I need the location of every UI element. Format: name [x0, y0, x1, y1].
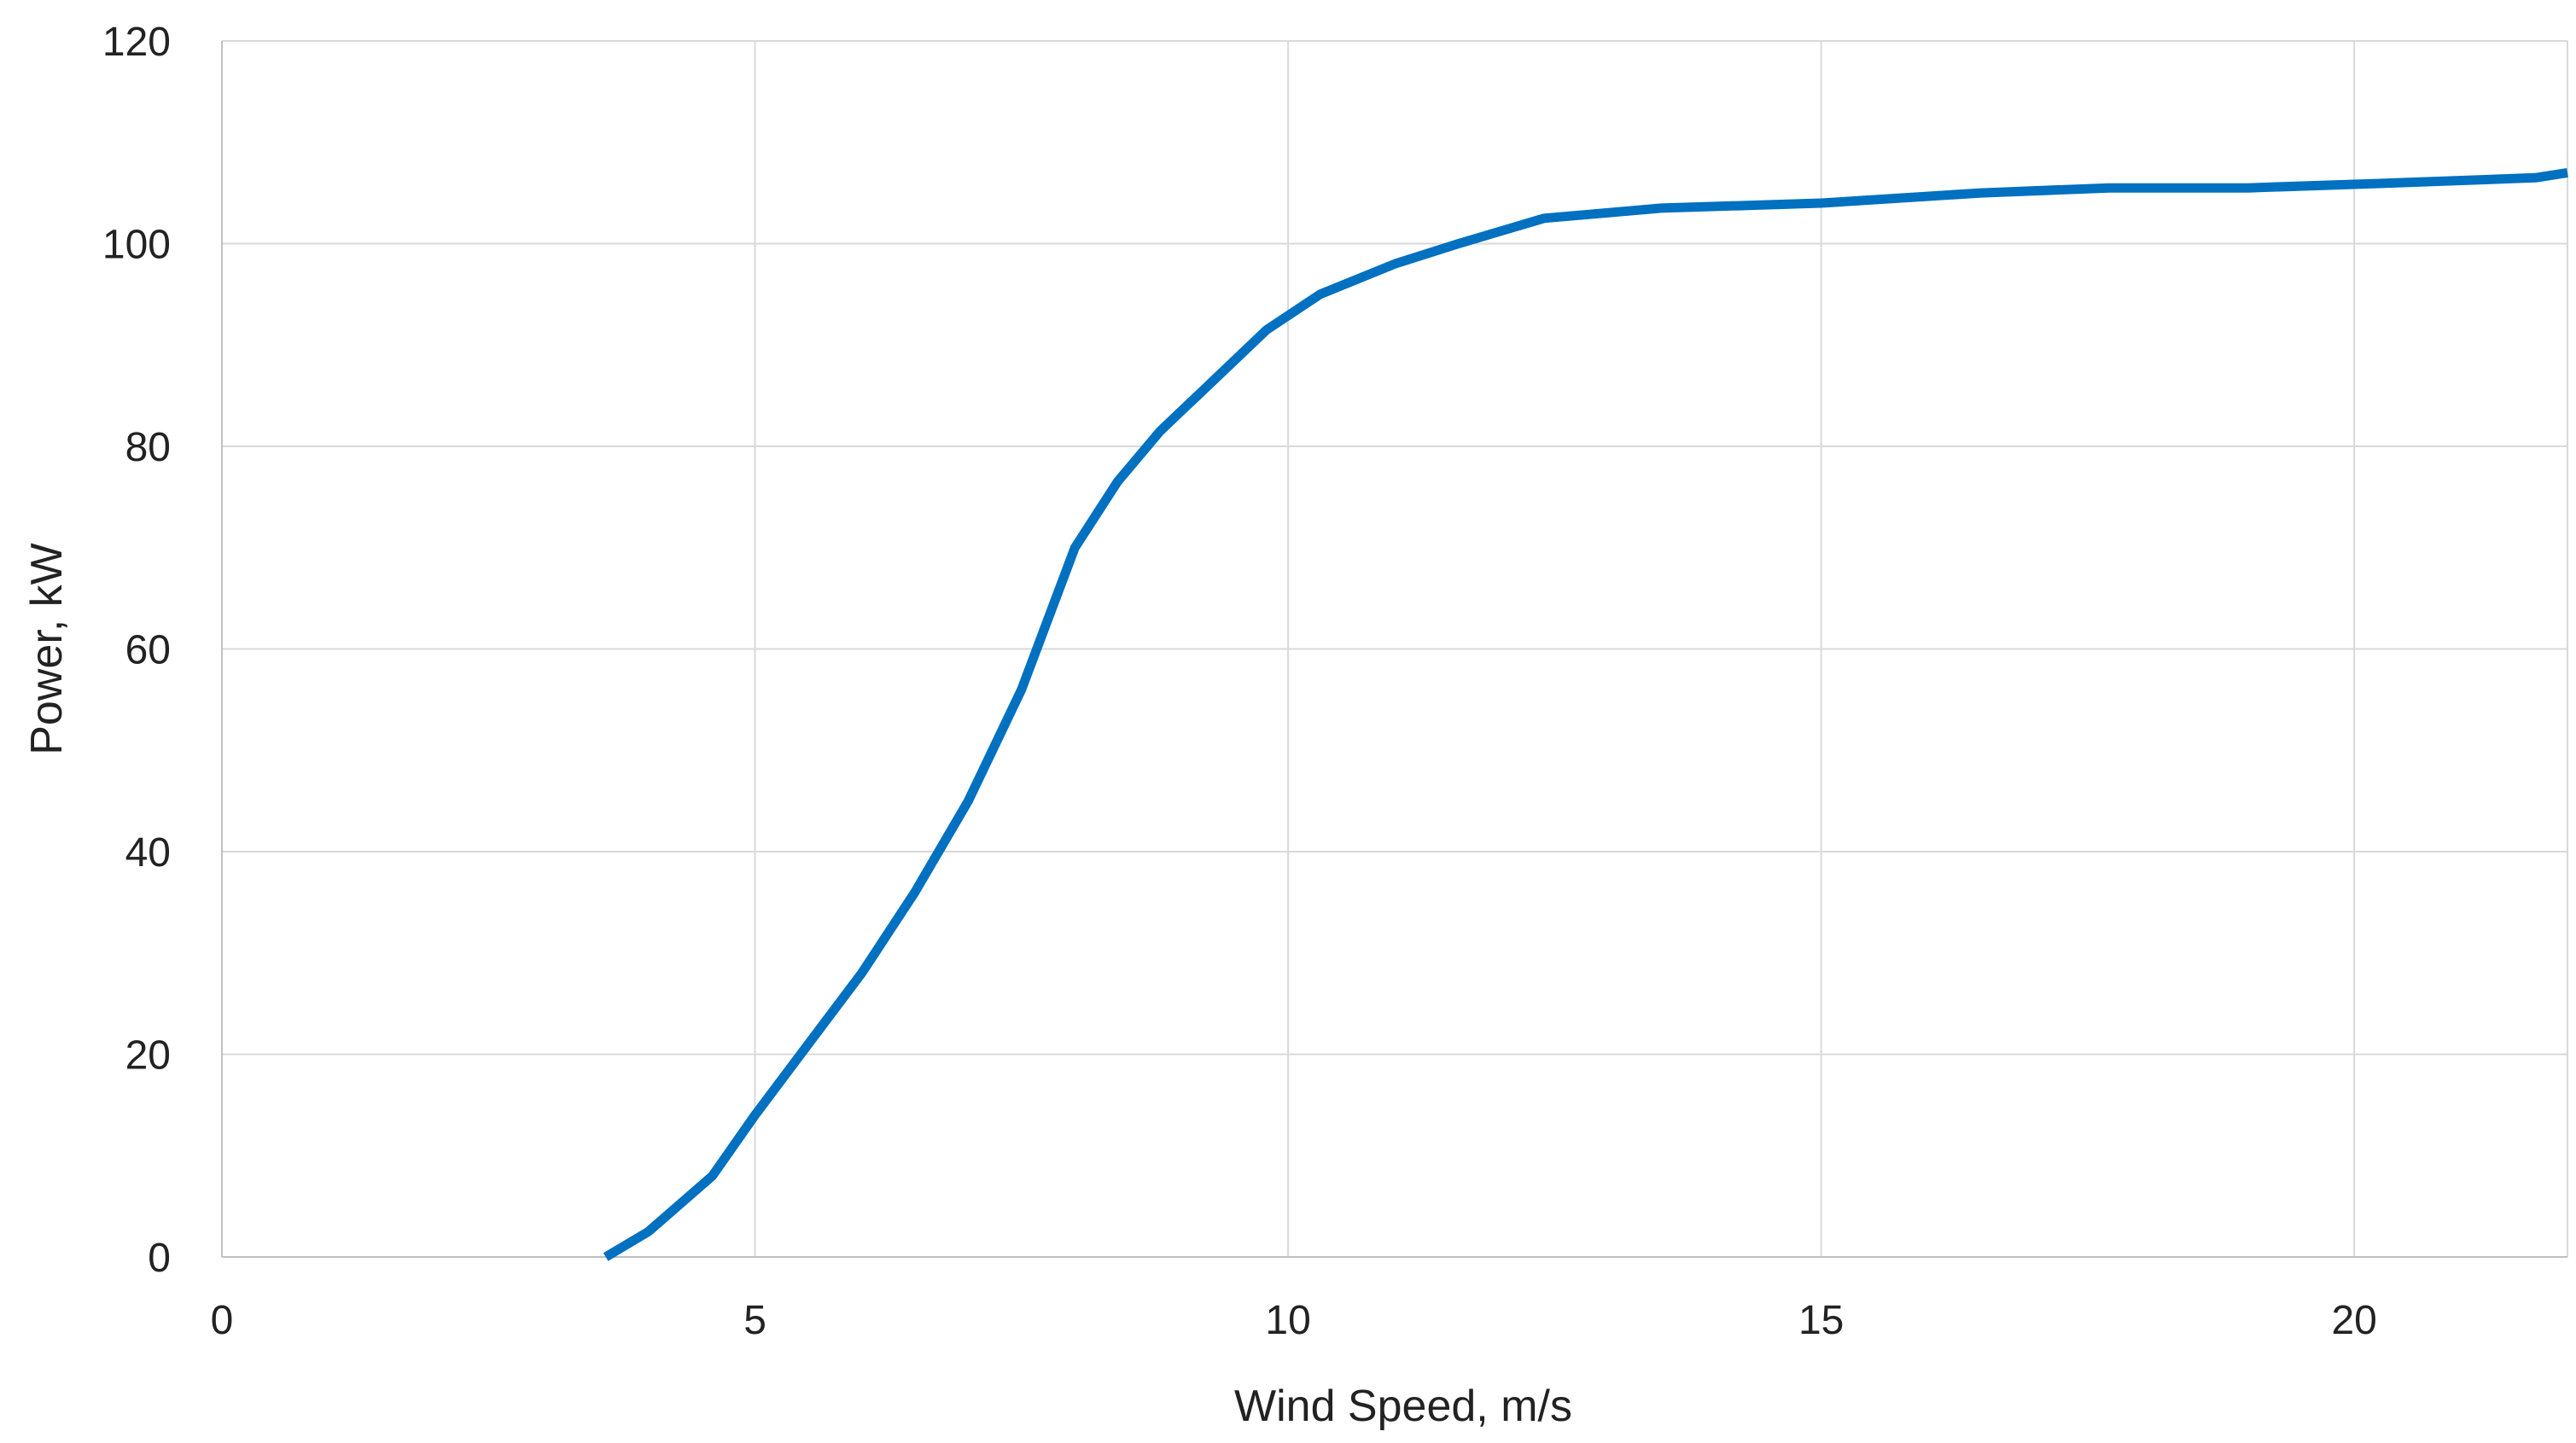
y-tick-label: 80 [125, 425, 171, 470]
y-axis-title: Power, kW [22, 543, 72, 755]
x-tick-label: 0 [211, 1298, 234, 1343]
tick-labels: 0 20 40 60 80 100 120 0 5 10 15 20 [102, 20, 2377, 1343]
y-tick-label: 60 [125, 628, 171, 673]
y-tick-label: 0 [148, 1236, 171, 1281]
series-layer [603, 167, 2568, 1261]
grid-layer [222, 40, 2568, 1257]
x-tick-label: 20 [2331, 1298, 2376, 1343]
x-tick-label: 5 [743, 1298, 766, 1343]
power-curve-line [603, 167, 2568, 1261]
y-tick-label: 40 [125, 830, 171, 876]
y-tick-label: 100 [102, 223, 171, 268]
x-axis-title: Wind Speed, m/s [1234, 1382, 1572, 1431]
y-tick-label: 20 [125, 1033, 171, 1079]
x-tick-label: 10 [1265, 1298, 1310, 1343]
y-tick-label: 120 [102, 20, 171, 65]
x-tick-label: 15 [1798, 1298, 1844, 1343]
